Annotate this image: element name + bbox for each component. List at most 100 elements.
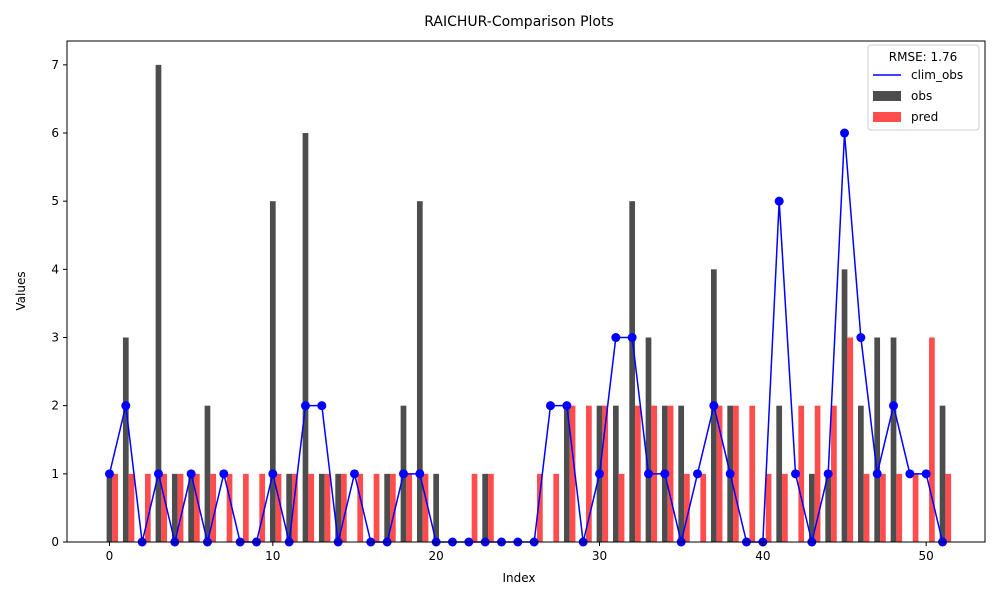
obs-bar <box>629 201 636 543</box>
x-tick-label: 0 <box>106 549 114 563</box>
obs-bar <box>302 133 309 543</box>
obs-bar <box>269 201 276 543</box>
obs-bar <box>433 473 440 542</box>
chart-title: RAICHUR-Comparison Plots <box>424 14 614 30</box>
clim-obs-point <box>856 333 866 343</box>
legend-swatch-obs <box>873 91 901 101</box>
pred-bar <box>684 473 690 542</box>
pred-bar <box>749 405 756 542</box>
obs-bar <box>155 64 162 542</box>
pred-bar <box>863 473 870 542</box>
y-tick-label: 0 <box>51 535 59 549</box>
pred-bar <box>618 473 625 542</box>
y-tick-label: 1 <box>51 467 59 481</box>
obs-bar <box>645 337 652 542</box>
obs-bar <box>122 337 129 542</box>
obs-bar <box>188 473 195 542</box>
obs-bar <box>874 337 881 542</box>
clim-obs-point <box>398 469 408 479</box>
clim-obs-point <box>317 401 327 411</box>
pred-bar <box>471 473 478 542</box>
pred-bar <box>259 473 266 542</box>
pred-bar <box>341 473 347 542</box>
obs-bar <box>318 473 325 542</box>
clim-obs-point <box>791 469 801 479</box>
obs-bar <box>384 473 391 542</box>
y-tick-label: 4 <box>51 262 59 276</box>
clim-obs-point <box>693 469 703 479</box>
x-tick-label: 10 <box>265 549 280 563</box>
pred-bar <box>733 405 739 542</box>
pred-bar <box>765 473 772 542</box>
clim-obs-point <box>153 469 163 479</box>
clim-obs-point <box>186 469 196 479</box>
pred-bar <box>243 473 249 542</box>
obs-bar <box>776 405 783 542</box>
y-tick-label: 7 <box>51 58 59 72</box>
pred-bar <box>292 473 298 542</box>
clim-obs-point <box>104 469 114 479</box>
plot-frame <box>66 40 986 543</box>
obs-bar <box>204 405 211 542</box>
pred-bar <box>390 473 396 542</box>
pred-bar <box>177 473 184 542</box>
pred-bar <box>912 473 919 542</box>
clim-obs-point <box>268 469 278 479</box>
clim-obs-point <box>415 469 425 479</box>
pred-bar <box>210 473 217 542</box>
pred-bar <box>831 405 837 542</box>
obs-bar <box>563 405 570 542</box>
clim-obs-point <box>840 128 850 138</box>
pred-bar <box>782 473 788 542</box>
pred-bar <box>602 405 609 542</box>
pred-bar <box>635 405 641 542</box>
legend-title: RMSE: 1.76 <box>889 50 957 64</box>
x-tick-label: 50 <box>919 549 934 563</box>
pred-bar <box>406 473 413 542</box>
pred-bar <box>308 473 315 542</box>
obs-bar <box>482 473 489 542</box>
pred-bar <box>488 473 494 542</box>
clim-obs-point <box>709 401 719 411</box>
pred-bar <box>161 473 168 542</box>
clim-obs-point <box>611 333 621 343</box>
y-axis: 0 1 2 3 4 5 6 7 <box>51 58 67 549</box>
clim-obs-point <box>627 333 637 343</box>
pred-bar <box>275 473 282 542</box>
obs-bar <box>808 473 815 542</box>
y-axis-label: Values <box>14 271 28 310</box>
legend-label-obs: obs <box>911 89 932 103</box>
pred-bar <box>357 473 364 542</box>
pred-bar <box>896 473 903 542</box>
pred-bar <box>586 405 592 542</box>
obs-bar <box>416 201 423 543</box>
pred-bar <box>569 405 576 542</box>
x-axis: 0 10 20 30 40 50 <box>106 542 934 563</box>
x-tick-label: 20 <box>429 549 444 563</box>
clim-obs-point <box>300 401 310 411</box>
clim-obs-point <box>905 469 915 479</box>
clim-obs-point <box>725 469 735 479</box>
y-tick-label: 5 <box>51 194 59 208</box>
obs-bar <box>678 405 685 542</box>
x-tick-label: 40 <box>755 549 770 563</box>
clim-obs-point <box>562 401 572 411</box>
pred-bar <box>667 405 674 542</box>
legend-label-clim-obs: clim_obs <box>911 68 963 82</box>
pred-bar <box>945 473 952 542</box>
pred-bar <box>112 473 119 542</box>
legend-swatch-pred <box>873 112 901 122</box>
obs-bar <box>841 269 848 542</box>
obs-bar <box>890 337 897 542</box>
legend-box <box>867 44 980 131</box>
legend: RMSE: 1.76 clim_obs obs pred <box>867 44 980 131</box>
pred-bar <box>373 473 380 542</box>
pred-bar <box>537 473 543 542</box>
clim-obs-point <box>121 401 131 411</box>
x-axis-label: Index <box>502 571 535 585</box>
clim-obs-point <box>595 469 605 479</box>
clim-obs-point <box>219 469 229 479</box>
pred-bar <box>128 473 135 542</box>
pred-bar <box>324 473 331 542</box>
